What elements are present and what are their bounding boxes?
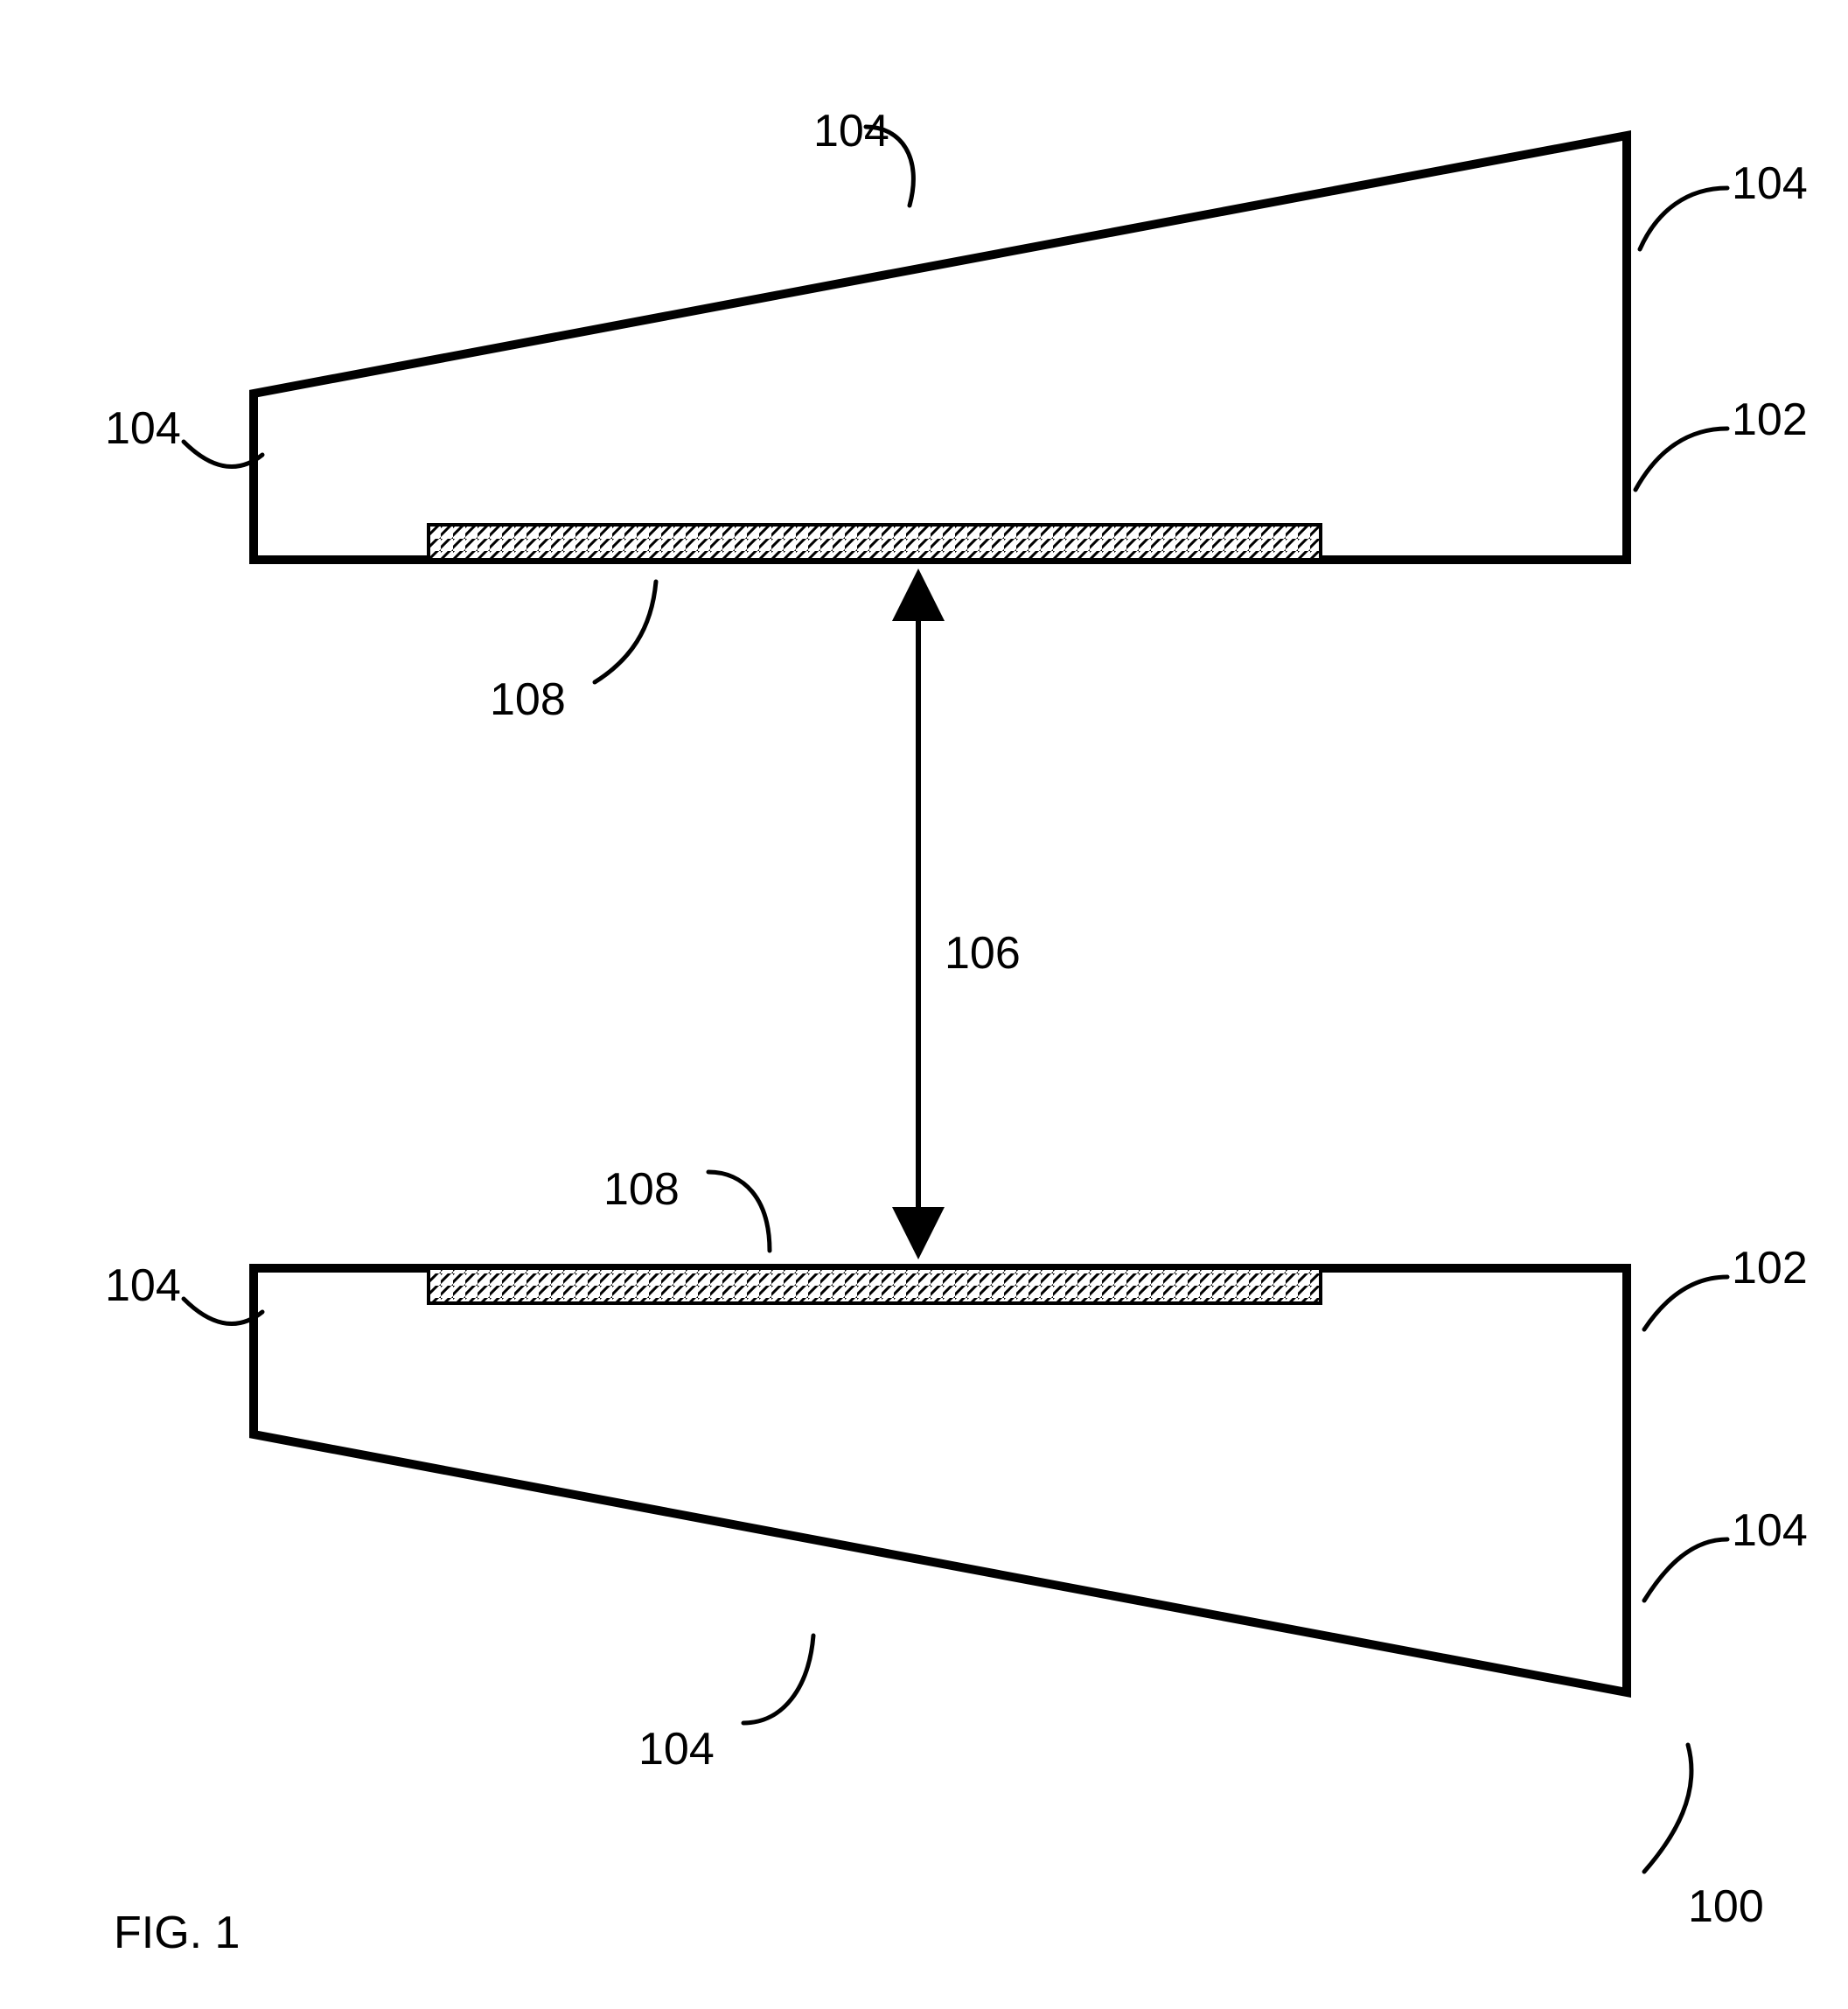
top-piece xyxy=(254,136,1627,560)
ref-label-top-4: 108 xyxy=(490,673,566,726)
ref-label-bottom-3: 104 xyxy=(1732,1504,1808,1557)
bottom-piece xyxy=(254,1268,1627,1692)
ref-label-assembly: 100 xyxy=(1688,1880,1764,1933)
figure-caption: FIG. 1 xyxy=(114,1907,240,1959)
ref-label-bottom-1: 104 xyxy=(105,1259,181,1312)
ref-label-top-2: 104 xyxy=(105,402,181,455)
patent-figure-svg xyxy=(0,0,1848,2009)
ref-label-bottom-0: 108 xyxy=(603,1163,680,1216)
ref-label-bottom-2: 102 xyxy=(1732,1242,1808,1294)
ref-label-bottom-4: 104 xyxy=(638,1723,715,1775)
figure-canvas: 104 104 104 102 108 108 104 102 104 104 106 100 FIG… xyxy=(0,0,1848,2009)
ref-label-gap: 106 xyxy=(945,927,1021,980)
ref-label-top-1: 104 xyxy=(1732,157,1808,210)
ref-label-top-3: 102 xyxy=(1732,394,1808,446)
ref-label-top-0: 104 xyxy=(813,105,889,157)
